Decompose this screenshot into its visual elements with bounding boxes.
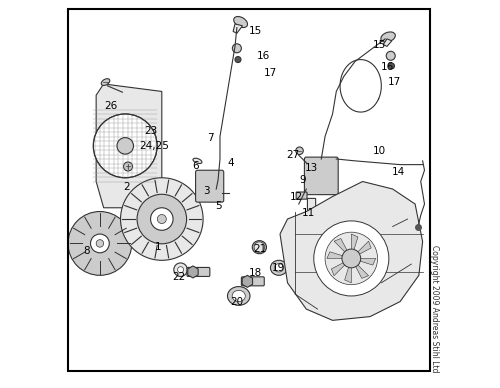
Text: 16: 16 (380, 62, 394, 72)
Text: 21: 21 (253, 244, 266, 254)
Text: 15: 15 (249, 26, 262, 36)
Text: 10: 10 (373, 147, 386, 156)
Text: 14: 14 (392, 167, 405, 177)
Polygon shape (280, 182, 422, 320)
Polygon shape (233, 24, 242, 33)
Text: 20: 20 (230, 296, 243, 307)
Ellipse shape (101, 79, 110, 85)
Ellipse shape (252, 241, 266, 254)
Text: 8: 8 (84, 246, 90, 256)
Text: 11: 11 (302, 208, 315, 218)
Polygon shape (327, 252, 351, 258)
Text: 18: 18 (249, 268, 262, 279)
Text: 17: 17 (264, 68, 278, 78)
Ellipse shape (228, 287, 250, 305)
Ellipse shape (234, 17, 247, 28)
Circle shape (124, 162, 132, 171)
Circle shape (296, 147, 304, 154)
Text: 19: 19 (272, 263, 285, 273)
Circle shape (178, 267, 184, 273)
Text: 13: 13 (306, 163, 318, 173)
Text: 4: 4 (228, 158, 234, 168)
Text: 27: 27 (286, 150, 300, 160)
Text: 2: 2 (123, 182, 130, 192)
Circle shape (150, 208, 173, 230)
Circle shape (342, 249, 360, 268)
Polygon shape (352, 258, 376, 265)
Circle shape (158, 215, 166, 223)
Circle shape (68, 211, 132, 275)
Text: 24,25: 24,25 (140, 141, 169, 151)
Ellipse shape (232, 290, 245, 301)
Circle shape (90, 234, 110, 253)
Text: 22: 22 (172, 272, 186, 282)
FancyBboxPatch shape (196, 170, 224, 202)
Text: 23: 23 (144, 126, 157, 136)
FancyBboxPatch shape (242, 277, 264, 286)
Text: 26: 26 (104, 101, 118, 111)
Polygon shape (334, 239, 351, 258)
Polygon shape (96, 84, 162, 208)
Polygon shape (352, 241, 371, 258)
Text: 15: 15 (373, 40, 386, 50)
Text: 12: 12 (290, 192, 304, 201)
Polygon shape (242, 275, 252, 288)
Polygon shape (383, 39, 392, 47)
Text: 5: 5 (215, 201, 222, 211)
Polygon shape (344, 258, 352, 283)
Ellipse shape (270, 260, 287, 275)
Polygon shape (332, 258, 351, 276)
Circle shape (314, 221, 389, 296)
Text: Copyright 2009 Andreas Stihl Ltd: Copyright 2009 Andreas Stihl Ltd (430, 245, 440, 373)
Text: 6: 6 (192, 161, 199, 171)
Text: 17: 17 (388, 77, 401, 87)
Polygon shape (188, 266, 198, 278)
Text: 16: 16 (256, 51, 270, 61)
FancyBboxPatch shape (304, 157, 338, 195)
Circle shape (96, 240, 104, 247)
FancyBboxPatch shape (187, 267, 210, 276)
Circle shape (388, 63, 394, 69)
Ellipse shape (193, 158, 202, 163)
Circle shape (117, 138, 134, 154)
Circle shape (174, 263, 188, 276)
Polygon shape (352, 258, 368, 278)
Circle shape (254, 242, 264, 253)
Text: 7: 7 (208, 133, 214, 143)
Text: 9: 9 (299, 175, 306, 185)
Circle shape (137, 194, 186, 244)
FancyBboxPatch shape (296, 192, 307, 199)
Circle shape (232, 44, 241, 53)
Text: 3: 3 (204, 186, 210, 196)
Text: 1: 1 (155, 242, 162, 252)
Circle shape (235, 57, 241, 62)
Polygon shape (352, 234, 358, 258)
Ellipse shape (274, 264, 283, 272)
FancyBboxPatch shape (308, 198, 316, 210)
Circle shape (386, 51, 395, 60)
Circle shape (120, 178, 203, 260)
Circle shape (94, 114, 157, 178)
Circle shape (325, 232, 378, 285)
Ellipse shape (381, 32, 396, 42)
